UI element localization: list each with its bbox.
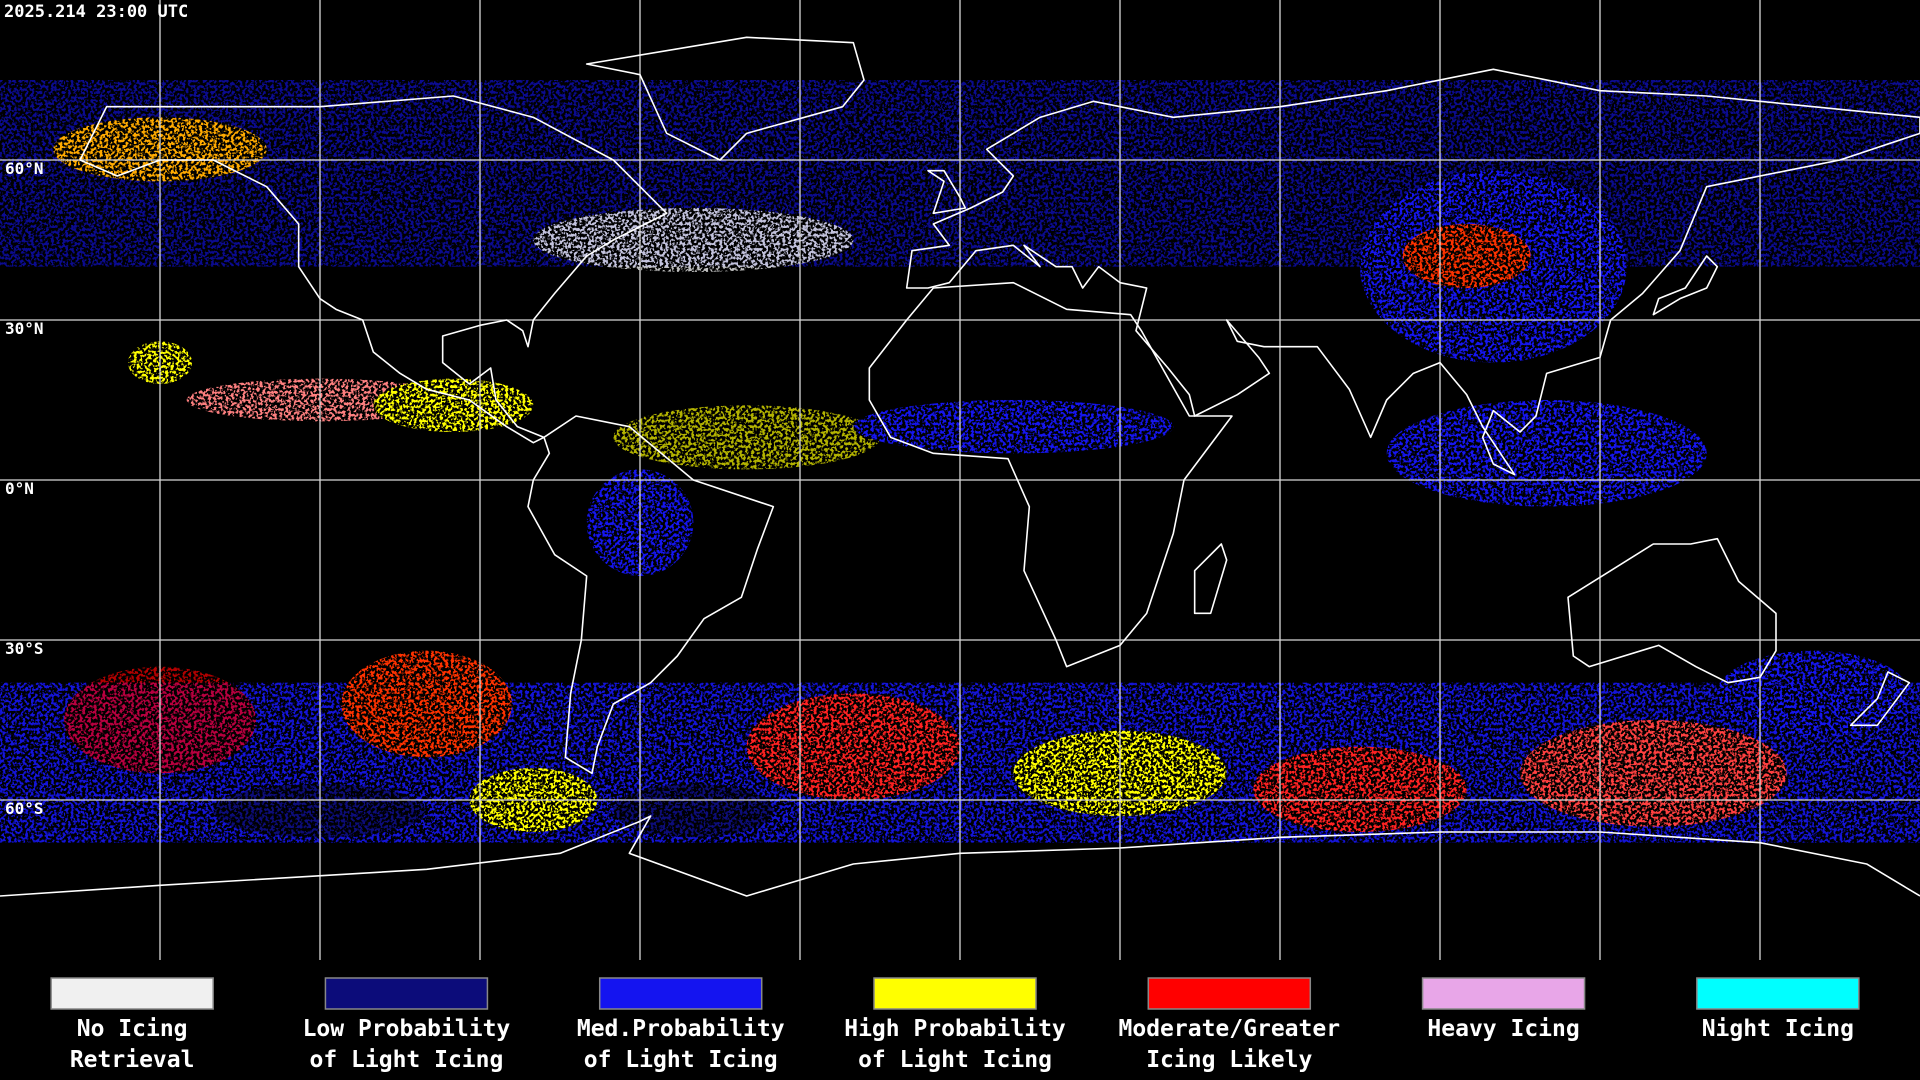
legend-swatch [598, 977, 763, 1010]
legend-label: High Probability [844, 1016, 1066, 1042]
legend-label: of Light Icing [309, 1047, 503, 1073]
latitude-label: 30°S [5, 639, 44, 658]
latitude-label: 60°N [5, 159, 44, 178]
legend-swatch [873, 977, 1037, 1010]
legend-label: of Light Icing [584, 1047, 778, 1073]
legend-swatch [1421, 977, 1586, 1010]
legend-label: Low Probability [303, 1016, 511, 1042]
legend-label: Icing Likely [1146, 1047, 1312, 1073]
latitude-label: 30°N [5, 319, 44, 338]
legend-swatch [1696, 977, 1860, 1010]
graticule [0, 0, 1920, 960]
legend-label: Heavy Icing [1427, 1016, 1579, 1042]
legend-label: Moderate/Greater [1119, 1016, 1341, 1042]
legend-label: No Icing [77, 1016, 188, 1042]
legend-label: of Light Icing [858, 1047, 1052, 1073]
legend-label: Med.Probability [577, 1016, 785, 1042]
coastlines [0, 37, 1920, 896]
latitude-labels: 60°N 30°N 0°N 30°S 60°S [5, 159, 44, 818]
legend-label: Retrieval [70, 1047, 195, 1073]
legend-swatch [50, 977, 214, 1010]
legend-swatch [1147, 977, 1312, 1010]
latitude-label: 60°S [5, 799, 44, 818]
legend: No Icing Retrieval Low Probability of Light… [50, 977, 1860, 1073]
legend-swatch [324, 977, 489, 1010]
legend-label: Night Icing [1702, 1016, 1854, 1042]
timestamp: 2025.214 23:00 UTC [4, 2, 188, 22]
latitude-label: 0°N [5, 479, 34, 498]
